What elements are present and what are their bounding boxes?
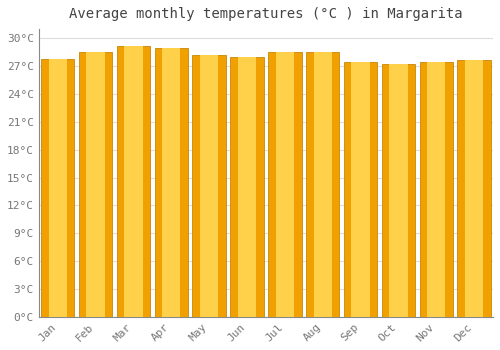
Bar — [124, 46, 142, 317]
Title: Average monthly temperatures (°C ) in Margarita: Average monthly temperatures (°C ) in Ma… — [69, 7, 462, 21]
Bar — [352, 62, 370, 317]
Bar — [420, 62, 453, 317]
Bar — [427, 62, 446, 317]
Bar — [162, 48, 180, 317]
Bar — [230, 57, 264, 317]
Bar — [192, 55, 226, 317]
Bar — [276, 52, 294, 317]
Bar — [154, 48, 188, 317]
Bar — [465, 60, 483, 317]
Bar — [238, 57, 256, 317]
Bar — [306, 52, 340, 317]
Bar — [86, 52, 104, 317]
Bar — [79, 52, 112, 317]
Bar — [344, 62, 377, 317]
Bar — [314, 52, 332, 317]
Bar — [48, 59, 67, 317]
Bar — [268, 52, 302, 317]
Bar — [41, 59, 74, 317]
Bar — [458, 60, 491, 317]
Bar — [117, 46, 150, 317]
Bar — [382, 64, 415, 317]
Bar — [200, 55, 218, 317]
Bar — [390, 64, 407, 317]
